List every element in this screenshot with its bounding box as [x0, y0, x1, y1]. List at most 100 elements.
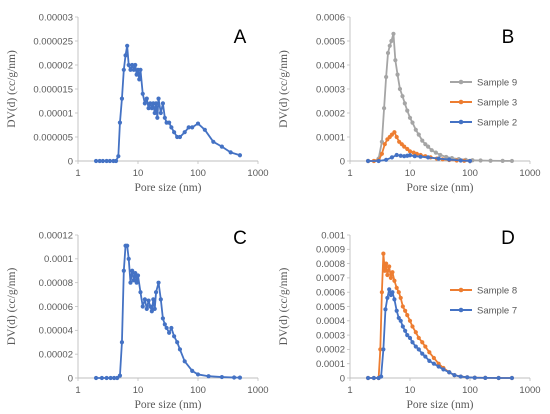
data-point: [100, 158, 105, 164]
data-point: [371, 375, 376, 381]
y-tick-label: 0.0006: [316, 288, 345, 299]
data-point: [389, 155, 395, 160]
y-axis-title: DV(d) (cc/g/nm): [278, 268, 290, 346]
y-tick-label: 0.0009: [316, 245, 345, 256]
data-point: [394, 152, 399, 158]
data-point: [387, 264, 392, 269]
legend-entry: Sample 7: [450, 305, 517, 316]
data-point: [182, 130, 187, 135]
data-point: [133, 271, 138, 276]
data-point: [146, 106, 151, 111]
x-tick-label: 1000: [247, 385, 268, 396]
data-point: [393, 58, 398, 63]
data-point: [382, 142, 387, 147]
y-tick-label: 0.00012: [39, 230, 73, 241]
data-point: [420, 138, 425, 143]
data-point: [384, 74, 389, 80]
legend-label: Sample 9: [477, 77, 517, 88]
data-point: [116, 154, 121, 159]
data-point: [458, 374, 463, 379]
y-tick-label: 0.0004: [316, 316, 345, 327]
y-tick-label: 0.0002: [316, 108, 345, 119]
y-tick-label: 0.001: [321, 230, 345, 241]
data-point: [452, 373, 457, 378]
data-point: [390, 270, 395, 275]
data-point: [384, 157, 389, 162]
panel-label: A: [234, 27, 247, 48]
data-point: [156, 280, 161, 285]
data-point: [403, 308, 408, 313]
data-point: [169, 125, 174, 130]
data-point: [379, 139, 384, 144]
data-point: [211, 139, 216, 144]
data-point: [365, 158, 371, 164]
data-point: [420, 340, 425, 345]
data-point: [389, 38, 394, 44]
data-point: [206, 374, 211, 379]
legend-entry: Sample 2: [450, 117, 517, 128]
data-point: [405, 146, 410, 152]
data-point: [140, 304, 145, 309]
data-point: [177, 134, 183, 140]
data-point: [425, 144, 431, 149]
data-point: [228, 150, 233, 155]
data-point: [402, 101, 407, 106]
y-axis-title: DV(d) (cc/g/nm): [278, 50, 290, 128]
data-point: [447, 157, 452, 162]
data-point: [190, 368, 195, 373]
legend-marker: [458, 79, 464, 85]
series-sample-7: [365, 287, 515, 381]
data-point: [146, 298, 151, 303]
data-point: [405, 333, 410, 338]
legend-marker: [458, 119, 464, 125]
data-point: [478, 158, 483, 163]
data-point: [133, 62, 138, 68]
data-point: [378, 347, 383, 352]
x-tick-label: 100: [190, 168, 206, 179]
data-point: [152, 110, 157, 116]
panel-label: C: [233, 228, 247, 249]
data-point: [418, 154, 423, 159]
data-point: [107, 158, 112, 164]
data-point: [119, 96, 125, 101]
x-tick-label: 1: [75, 168, 80, 179]
data-point: [142, 297, 147, 302]
x-tick-label: 10: [133, 168, 144, 179]
data-point: [398, 318, 403, 323]
data-point: [407, 149, 413, 154]
x-tick-label: 100: [190, 385, 206, 396]
data-point: [158, 110, 163, 116]
data-point: [177, 347, 183, 352]
legend-marker: [458, 99, 464, 105]
data-point: [167, 120, 172, 125]
y-tick-label: 0.00002: [39, 60, 73, 71]
chart-panel-c: 0 0.00002 0.00004 0.00006 0.00008 0.0001 0.000…: [6, 228, 269, 411]
data-point: [488, 158, 493, 163]
x-tick-label: 10: [405, 385, 416, 396]
y-axis-title: DV(d) (cc/g/nm): [6, 268, 18, 346]
data-point: [108, 375, 113, 381]
data-point: [160, 316, 165, 321]
data-point: [392, 297, 397, 302]
y-tick-label: 0.0001: [316, 132, 345, 143]
data-point: [148, 304, 153, 309]
data-point: [382, 268, 387, 273]
y-tick-label: 0.000025: [33, 36, 73, 47]
data-point: [115, 375, 120, 381]
y-tick-label: 0.0004: [316, 60, 345, 71]
data-point: [149, 106, 154, 111]
data-point: [151, 297, 156, 302]
data-point: [458, 158, 463, 163]
x-tick-label: 100: [462, 168, 478, 179]
data-point: [148, 101, 153, 106]
data-point: [403, 328, 408, 333]
chart-panel-b: 0 0.0001 0.0002 0.0003 0.0004 0.0005 0.0006 1 10…: [278, 12, 541, 194]
y-tick-label: 0: [340, 373, 345, 384]
y-tick-label: 0.0006: [316, 12, 345, 23]
data-point: [195, 121, 201, 126]
data-point: [509, 375, 515, 381]
data-point: [128, 280, 133, 285]
data-point: [119, 340, 125, 345]
x-tick-label: 100: [462, 385, 478, 396]
